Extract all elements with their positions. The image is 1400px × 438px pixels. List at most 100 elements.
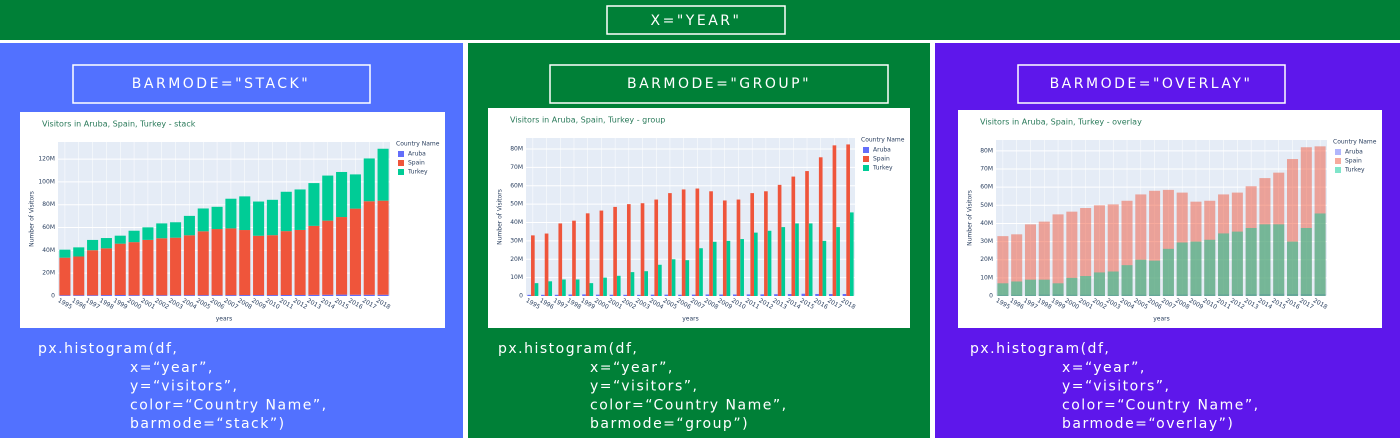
bar <box>595 294 600 296</box>
bar <box>572 220 576 296</box>
bar <box>266 235 278 296</box>
bar <box>1162 189 1174 296</box>
code-line: color=“Country Name”, <box>590 397 788 413</box>
bar <box>746 294 751 296</box>
bar <box>1038 279 1050 296</box>
bar <box>349 208 361 295</box>
bar <box>59 257 71 296</box>
bar <box>787 294 792 296</box>
bar <box>114 235 126 244</box>
bar <box>1149 190 1161 296</box>
bar <box>142 239 154 296</box>
bar <box>1204 239 1216 296</box>
bar <box>1024 279 1036 296</box>
bar <box>280 231 292 296</box>
bar <box>211 206 223 230</box>
y-tick-label: 70M <box>510 164 523 171</box>
bar <box>664 294 669 296</box>
bar <box>1176 242 1188 296</box>
bar <box>1273 224 1285 296</box>
bar <box>805 171 809 296</box>
bar <box>225 228 237 296</box>
y-tick-label: 40M <box>510 219 523 226</box>
bar <box>1300 227 1312 296</box>
bar <box>211 229 223 296</box>
bar <box>818 157 823 296</box>
bar <box>1107 271 1119 296</box>
code-line: px.histogram(df, <box>498 341 638 357</box>
chart-title: Visitors in Aruba, Spain, Turkey - stack <box>42 120 196 129</box>
legend-label: Turkey <box>872 165 893 172</box>
y-tick-label: 20M <box>980 256 993 263</box>
code-line: barmode=“stack”) <box>130 416 286 432</box>
y-tick-label: 80M <box>510 146 523 153</box>
bar <box>363 201 375 295</box>
bar <box>712 241 717 296</box>
bar <box>128 295 140 296</box>
bar <box>764 191 768 296</box>
bar <box>183 215 195 236</box>
bar <box>363 294 375 296</box>
bar <box>156 238 168 296</box>
y-axis-label: Number of Visitors <box>497 189 504 245</box>
legend-swatch <box>1335 158 1341 164</box>
bar <box>795 223 799 296</box>
bar <box>1135 194 1147 296</box>
bar <box>322 175 334 221</box>
bar <box>266 199 278 236</box>
bar <box>183 235 195 296</box>
bar <box>1149 260 1161 296</box>
legend-label: Turkey <box>407 169 428 176</box>
bar <box>100 248 112 296</box>
bar <box>336 294 348 296</box>
bar <box>836 227 840 296</box>
bar <box>1107 204 1119 296</box>
y-tick-label: 40M <box>980 220 993 227</box>
code-line: x=“year”, <box>130 360 214 376</box>
bar <box>736 199 741 296</box>
bar <box>170 222 182 238</box>
y-tick-label: 100M <box>38 178 55 185</box>
bar <box>1190 241 1202 296</box>
bar <box>253 201 265 236</box>
plot-bg <box>58 142 390 296</box>
bar <box>294 294 306 296</box>
bar <box>534 283 539 296</box>
x-axis-label: years <box>682 316 699 323</box>
bar <box>1011 281 1023 296</box>
legend-label: Spain <box>408 160 425 167</box>
y-tick-label: 80M <box>980 147 993 154</box>
bar <box>1162 248 1174 296</box>
bar <box>1121 200 1133 296</box>
bar <box>73 256 85 296</box>
bar <box>1093 205 1105 296</box>
bar <box>114 243 126 295</box>
legend-label: Spain <box>873 156 890 163</box>
bar <box>363 158 375 202</box>
legend-label: Aruba <box>1345 149 1363 156</box>
panel-box <box>1017 64 1286 104</box>
legend-title: Country Name <box>1333 139 1377 146</box>
y-tick-label: 50M <box>510 201 523 208</box>
y-tick-label: 120M <box>38 156 55 163</box>
bar <box>1121 265 1133 296</box>
bar <box>822 240 827 296</box>
bar <box>156 223 168 239</box>
bar <box>754 232 758 296</box>
bar <box>239 230 251 296</box>
bar <box>183 295 195 296</box>
bar <box>832 145 837 296</box>
panel-title: BARMODE="GROUP" <box>627 76 811 92</box>
y-tick-label: 60M <box>980 184 993 191</box>
bar <box>654 199 659 296</box>
code-line: color=“Country Name”, <box>130 397 328 413</box>
bar <box>336 171 348 218</box>
bar <box>846 144 850 296</box>
bar <box>695 188 700 296</box>
y-tick-label: 0 <box>989 293 993 300</box>
bar <box>599 210 604 296</box>
bar <box>1011 234 1023 296</box>
bar <box>294 189 306 230</box>
bar <box>308 225 320 295</box>
bar <box>1052 214 1064 296</box>
